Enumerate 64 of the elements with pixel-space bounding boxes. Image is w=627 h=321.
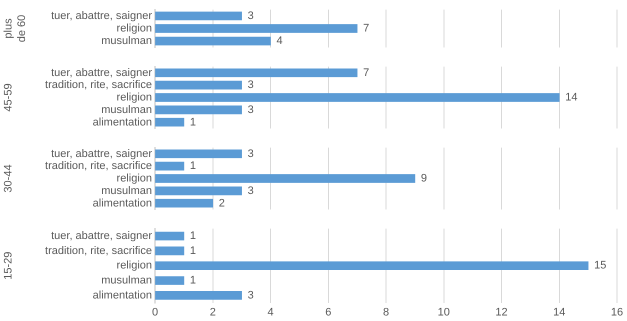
y-tick-label: musulman [101,274,152,287]
data-label: 9 [420,172,427,185]
y-tick-label: religion [116,172,152,185]
x-tick-label: 2 [210,306,216,318]
y-tick-label: religion [116,92,152,104]
bar [155,246,184,256]
data-label: 3 [248,79,254,92]
bar [155,261,588,270]
y-tick-label: musulman [101,35,152,48]
data-label: 1 [190,274,196,287]
x-tick-label: 16 [610,306,624,318]
data-label: 2 [218,197,225,210]
y-tick-label: tuer, abattre, saigner [51,10,152,22]
data-label: 1 [190,116,196,128]
y-tick-label: alimentation [92,289,152,302]
bar [155,93,560,102]
data-label: 1 [190,244,196,257]
y-axis-title: 30-44 [2,164,15,193]
y-tick-label: tuer, abattre, saigner [51,148,152,160]
y-tick-label: religion [116,22,152,35]
x-tick-label: 14 [553,306,566,318]
y-tick-label: tradition, rite, sacrifice [45,79,152,92]
x-tick-label: 12 [495,306,508,318]
data-label: 7 [363,66,370,79]
data-label: 3 [248,148,254,160]
x-tick-label: 0 [152,306,158,318]
bar [155,106,242,114]
bar [155,276,184,285]
data-label: 1 [190,230,196,242]
y-axis-title: 45-59 [2,83,15,112]
data-label: 1 [190,160,196,172]
y-axis-title: 15-29 [2,252,15,280]
data-label: 3 [248,104,254,116]
y-tick-label: tradition, rite, sacrifice [45,160,152,172]
bar [155,291,242,300]
data-label: 3 [248,289,254,302]
data-label: 3 [248,184,254,197]
data-label: 14 [565,92,578,104]
y-axis-title: plus de 60 [2,14,28,42]
data-label: 4 [276,35,283,48]
bar [155,198,214,208]
y-tick-label: tradition, rite, sacrifice [45,244,152,257]
bar [155,232,184,240]
y-tick-label: alimentation [92,116,152,128]
bar [155,118,184,127]
data-label: 3 [248,10,254,22]
data-label: 7 [363,22,370,35]
x-tick-label: 8 [382,306,390,318]
y-tick-label: alimentation [92,197,152,210]
bar [155,149,242,158]
y-tick-label: musulman [101,184,152,197]
bar [155,162,184,170]
bar [155,68,358,78]
bar [155,174,416,183]
x-tick-label: 6 [325,306,332,318]
y-tick-label: religion [116,260,152,272]
bar [155,80,242,90]
y-tick-label: musulman [101,104,152,116]
bar [155,186,242,196]
data-label: 15 [594,260,606,272]
y-tick-label: tuer, abattre, saigner [51,230,152,242]
x-tick-label: 4 [267,306,274,318]
y-tick-label: tuer, abattre, saigner [51,66,152,79]
x-tick-label: 10 [438,306,450,318]
